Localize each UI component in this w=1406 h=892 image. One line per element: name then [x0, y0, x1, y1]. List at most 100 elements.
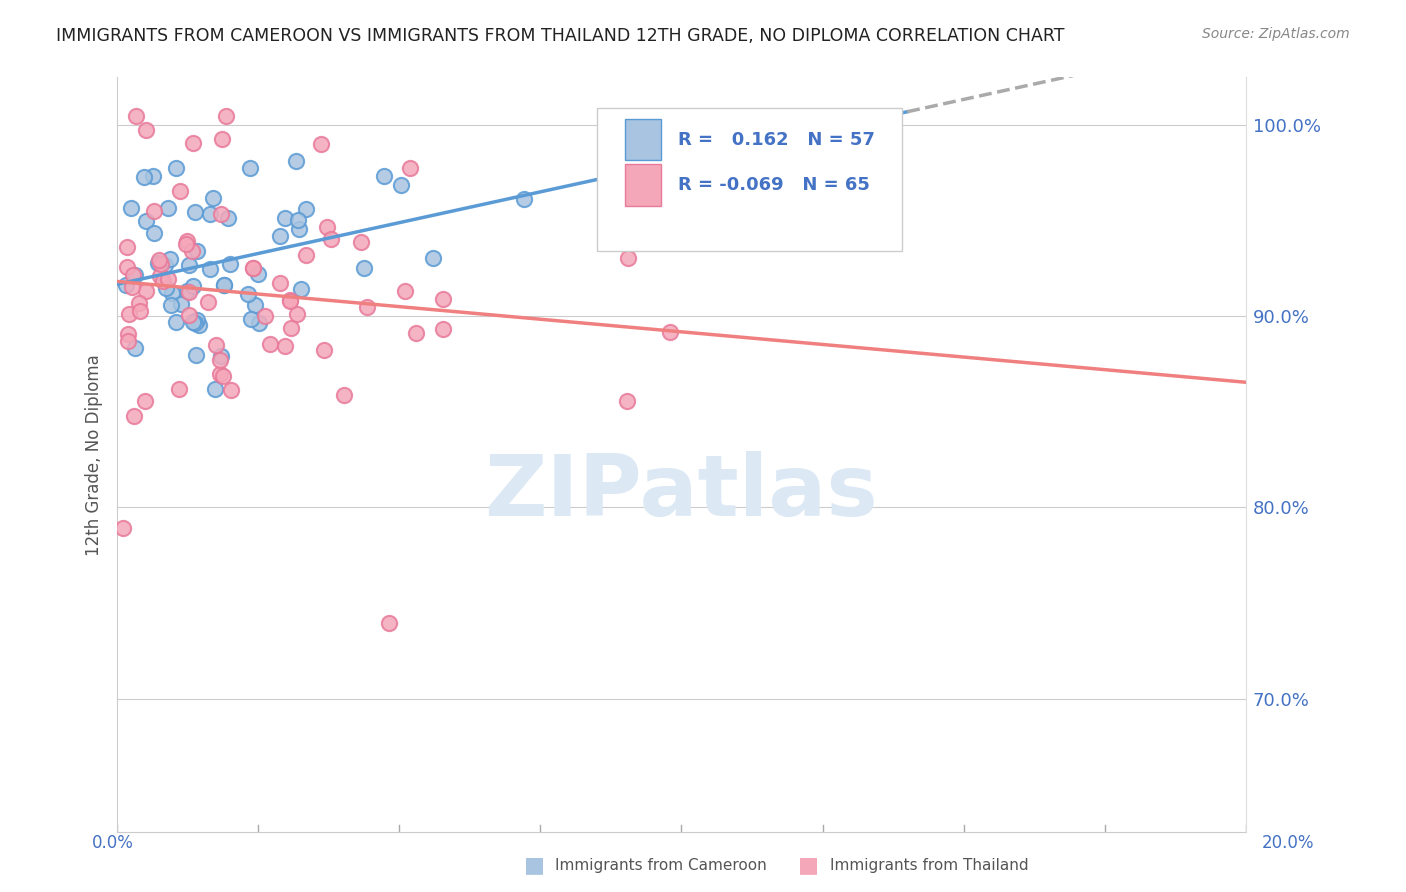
Point [174, 236, 197, 251]
Point [658, 325, 681, 339]
Point [146, 256, 169, 270]
Point [142, 169, 165, 184]
Point [148, 253, 170, 268]
Point [122, 268, 145, 282]
Point [202, 191, 225, 205]
Point [319, 231, 342, 245]
Point [219, 383, 242, 397]
Point [356, 301, 378, 315]
Point [169, 184, 191, 198]
Point [616, 394, 638, 409]
Point [314, 343, 336, 358]
Point [242, 261, 264, 276]
Point [209, 367, 232, 381]
Point [513, 192, 536, 206]
Point [124, 409, 146, 423]
Point [181, 315, 204, 329]
Point [274, 339, 297, 353]
Point [160, 297, 183, 311]
Point [204, 337, 226, 351]
Point [135, 214, 157, 228]
Text: Immigrants from Cameroon: Immigrants from Cameroon [555, 858, 768, 872]
Point [180, 244, 202, 258]
Point [124, 268, 146, 282]
Point [311, 136, 333, 151]
Point [187, 318, 209, 332]
Point [280, 320, 302, 334]
Point [184, 317, 207, 331]
Point [353, 260, 375, 275]
Point [239, 161, 262, 176]
Point [247, 316, 270, 330]
Text: ■: ■ [524, 855, 544, 875]
Point [208, 353, 231, 368]
Point [181, 136, 204, 150]
Point [204, 382, 226, 396]
Text: ■: ■ [799, 855, 818, 875]
Point [179, 285, 201, 299]
Point [212, 277, 235, 292]
Point [242, 260, 264, 275]
Point [153, 258, 176, 272]
Point [704, 152, 727, 166]
Point [117, 240, 139, 254]
Point [169, 382, 191, 396]
Point [149, 268, 172, 283]
Point [166, 315, 188, 329]
Point [177, 308, 200, 322]
Point [134, 169, 156, 184]
Point [177, 258, 200, 272]
Point [112, 521, 135, 535]
Point [209, 207, 232, 221]
Point [269, 228, 291, 243]
Point [254, 309, 277, 323]
Point [118, 307, 141, 321]
Point [152, 274, 174, 288]
Point [186, 313, 208, 327]
Point [198, 261, 221, 276]
Point [389, 178, 412, 192]
Point [197, 295, 219, 310]
Point [405, 326, 427, 340]
Point [212, 278, 235, 293]
Point [217, 211, 239, 225]
Bar [626, 119, 661, 161]
Point [117, 334, 139, 348]
Point [184, 205, 207, 219]
Point [274, 211, 297, 226]
Point [176, 284, 198, 298]
Point [128, 296, 150, 310]
Point [135, 123, 157, 137]
Point [212, 368, 235, 383]
Text: Immigrants from Thailand: Immigrants from Thailand [830, 858, 1028, 872]
Point [169, 297, 191, 311]
Point [209, 349, 232, 363]
Point [432, 321, 454, 335]
Point [176, 234, 198, 248]
Text: IMMIGRANTS FROM CAMEROON VS IMMIGRANTS FROM THAILAND 12TH GRADE, NO DIPLOMA CORR: IMMIGRANTS FROM CAMEROON VS IMMIGRANTS F… [56, 27, 1064, 45]
Point [285, 153, 308, 168]
Point [432, 292, 454, 306]
Point [121, 280, 143, 294]
Point [128, 304, 150, 318]
Y-axis label: 12th Grade, No Diploma: 12th Grade, No Diploma [86, 354, 103, 556]
Point [333, 388, 356, 402]
Bar [626, 164, 661, 206]
Point [350, 235, 373, 249]
Point [399, 161, 422, 175]
Point [664, 120, 686, 135]
Point [215, 109, 238, 123]
Point [200, 207, 222, 221]
Point [117, 260, 139, 275]
Point [181, 279, 204, 293]
Point [184, 348, 207, 362]
Point [165, 161, 187, 175]
Point [394, 284, 416, 298]
Point [143, 204, 166, 219]
Point [117, 326, 139, 341]
Point [287, 212, 309, 227]
Point [295, 202, 318, 216]
Point [120, 201, 142, 215]
Text: Source: ZipAtlas.com: Source: ZipAtlas.com [1202, 27, 1350, 41]
Point [285, 307, 308, 321]
